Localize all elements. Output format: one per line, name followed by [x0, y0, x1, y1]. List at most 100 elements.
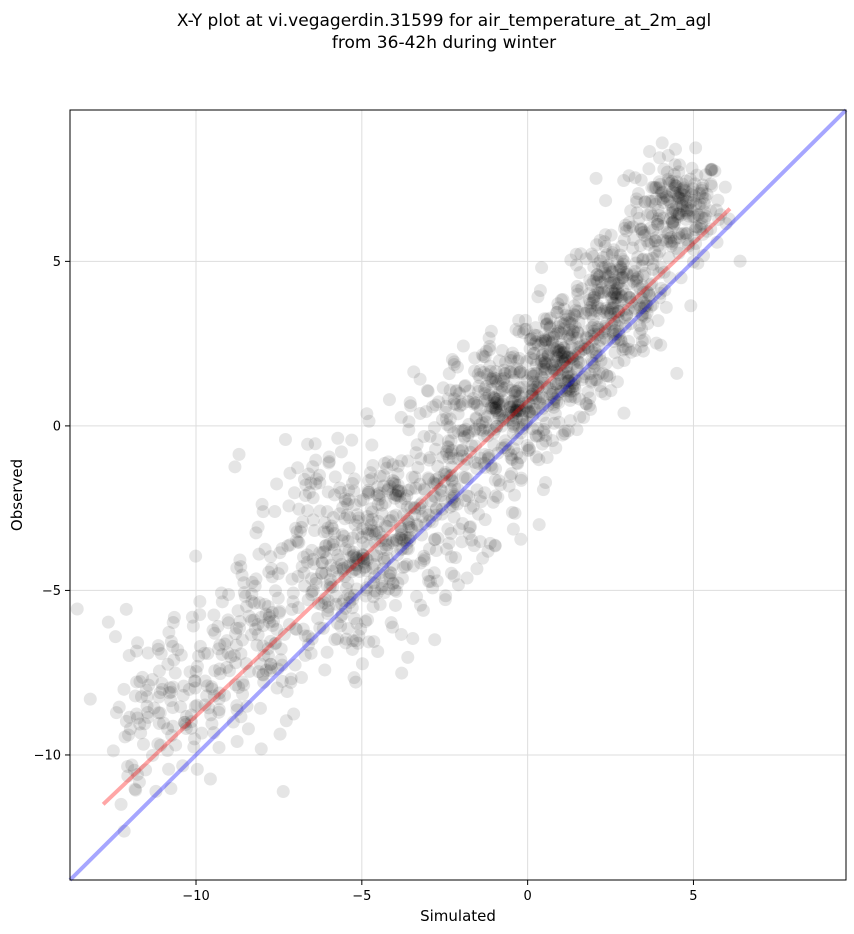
data-point — [256, 668, 270, 682]
data-point — [525, 370, 539, 384]
data-point — [535, 362, 549, 376]
data-point — [335, 607, 349, 621]
data-point — [663, 195, 677, 209]
data-point — [474, 495, 488, 509]
data-point — [497, 371, 511, 385]
data-point — [401, 542, 415, 556]
data-point — [569, 247, 583, 261]
data-point — [394, 410, 408, 424]
data-point — [712, 213, 726, 227]
data-point — [519, 417, 533, 431]
data-point — [375, 498, 389, 512]
data-point — [592, 322, 606, 336]
data-point — [672, 246, 686, 260]
data-point — [572, 294, 586, 308]
data-point — [684, 203, 698, 217]
data-point — [523, 406, 537, 420]
data-point — [646, 251, 660, 265]
data-point — [313, 621, 327, 635]
data-point — [478, 421, 492, 435]
data-point — [318, 591, 332, 605]
data-point — [538, 362, 552, 376]
data-point — [276, 784, 290, 798]
data-point — [581, 340, 595, 354]
data-point — [589, 346, 603, 360]
data-point — [681, 226, 695, 240]
data-point — [565, 350, 579, 364]
data-point — [524, 405, 538, 419]
data-point — [350, 616, 364, 630]
data-point — [659, 300, 673, 314]
data-point — [648, 234, 662, 248]
data-point — [402, 520, 416, 534]
data-point — [522, 441, 536, 455]
data-point — [428, 633, 442, 647]
data-point — [509, 405, 523, 419]
data-point — [643, 221, 657, 235]
data-point — [379, 538, 393, 552]
data-point — [443, 412, 457, 426]
data-point — [331, 548, 345, 562]
data-point — [265, 605, 279, 619]
data-point — [485, 401, 499, 415]
data-point — [664, 206, 678, 220]
data-point — [615, 282, 629, 296]
data-point — [374, 534, 388, 548]
data-point — [503, 470, 517, 484]
data-point — [676, 195, 690, 209]
x-tick-label: −5 — [352, 889, 371, 904]
data-point — [419, 517, 433, 531]
data-point — [692, 208, 706, 222]
data-point — [511, 398, 525, 412]
data-point — [417, 482, 431, 496]
data-point — [525, 387, 539, 401]
data-point — [556, 354, 570, 368]
data-point — [264, 657, 278, 671]
data-point — [585, 247, 599, 261]
data-point — [386, 620, 400, 634]
data-point — [505, 346, 519, 360]
data-point — [571, 304, 585, 318]
data-point — [566, 384, 580, 398]
data-point — [361, 526, 375, 540]
data-point — [591, 320, 605, 334]
data-point — [493, 478, 507, 492]
data-point — [362, 539, 376, 553]
data-point — [637, 301, 651, 315]
data-point — [632, 298, 646, 312]
data-point — [663, 211, 677, 225]
data-point — [688, 189, 702, 203]
data-point — [681, 237, 695, 251]
data-point — [305, 585, 319, 599]
data-point — [487, 400, 501, 414]
data-point — [430, 433, 444, 447]
data-point — [558, 427, 572, 441]
data-point — [669, 186, 683, 200]
data-point — [605, 265, 619, 279]
data-point — [411, 519, 425, 533]
data-point — [554, 343, 568, 357]
data-point — [318, 596, 332, 610]
data-point — [440, 418, 454, 432]
data-point — [688, 210, 702, 224]
data-point — [615, 290, 629, 304]
data-point — [650, 214, 664, 228]
data-point — [580, 397, 594, 411]
data-point — [504, 395, 518, 409]
data-point — [537, 352, 551, 366]
data-point — [341, 622, 355, 636]
data-point — [349, 551, 363, 565]
data-point — [339, 636, 353, 650]
data-point — [320, 505, 334, 519]
data-point — [487, 438, 501, 452]
data-point — [342, 483, 356, 497]
data-point — [662, 251, 676, 265]
data-point — [616, 303, 630, 317]
data-point — [394, 627, 408, 641]
data-point — [699, 168, 713, 182]
data-point — [653, 291, 667, 305]
data-point — [556, 341, 570, 355]
data-point — [682, 209, 696, 223]
data-point — [445, 352, 459, 366]
data-point — [263, 664, 277, 678]
